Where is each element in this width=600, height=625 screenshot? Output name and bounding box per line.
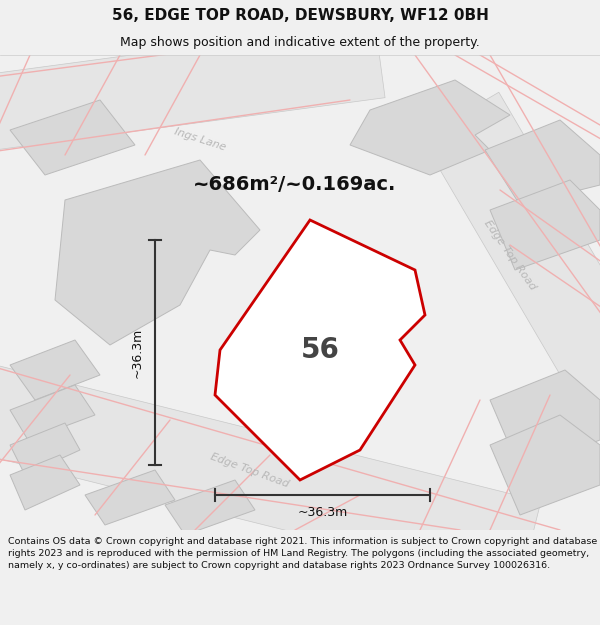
Polygon shape (421, 92, 600, 428)
Polygon shape (85, 470, 175, 525)
Polygon shape (10, 423, 80, 475)
Text: 56, EDGE TOP ROAD, DEWSBURY, WF12 0BH: 56, EDGE TOP ROAD, DEWSBURY, WF12 0BH (112, 8, 488, 23)
Text: Edge Top Road: Edge Top Road (209, 451, 290, 489)
Text: Ings Lane: Ings Lane (173, 127, 227, 153)
Polygon shape (0, 22, 385, 152)
Polygon shape (10, 385, 95, 440)
Polygon shape (165, 480, 255, 535)
Text: Contains OS data © Crown copyright and database right 2021. This information is : Contains OS data © Crown copyright and d… (8, 537, 597, 570)
Polygon shape (10, 340, 100, 400)
Text: ~686m²/~0.169ac.: ~686m²/~0.169ac. (193, 176, 397, 194)
Text: ~36.3m: ~36.3m (298, 506, 347, 519)
Polygon shape (485, 120, 600, 205)
Polygon shape (55, 160, 260, 345)
Polygon shape (350, 80, 510, 175)
Text: 56: 56 (301, 336, 340, 364)
Polygon shape (490, 370, 600, 470)
Polygon shape (215, 220, 425, 480)
Polygon shape (490, 415, 600, 515)
Polygon shape (10, 455, 80, 510)
Polygon shape (0, 361, 541, 589)
Text: Edge Top Road: Edge Top Road (482, 218, 538, 292)
Text: ~36.3m: ~36.3m (131, 328, 143, 378)
Text: Map shows position and indicative extent of the property.: Map shows position and indicative extent… (120, 36, 480, 49)
Polygon shape (10, 100, 135, 175)
Polygon shape (490, 180, 600, 270)
